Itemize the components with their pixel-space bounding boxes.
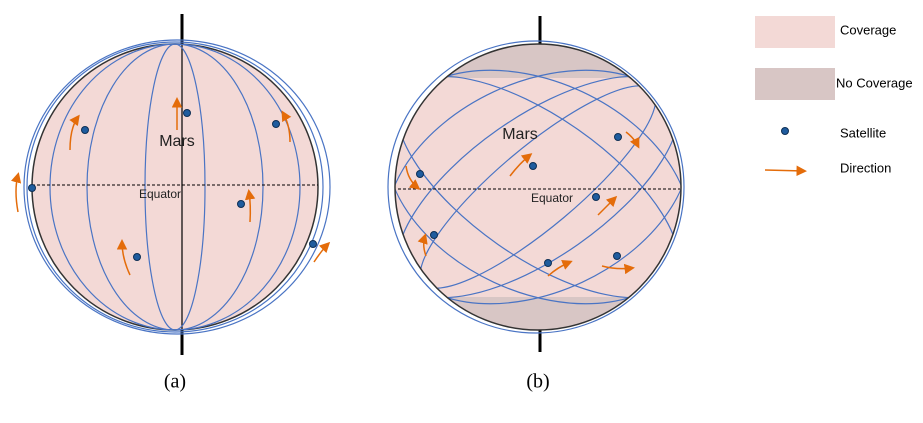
equator-label: Equator (531, 191, 573, 205)
arrow (313, 241, 331, 263)
circle-shape (237, 200, 245, 208)
orbits (23, 39, 331, 335)
legend-label: Direction (840, 160, 891, 175)
direction-arrows (405, 131, 640, 277)
circle-shape (28, 184, 36, 192)
circle-shape (613, 252, 621, 260)
arrow (509, 153, 533, 177)
arrow (281, 110, 292, 143)
caption: (a) (164, 371, 186, 393)
arrow (244, 189, 256, 223)
panel-a: Mars Equator (a) (10, 14, 331, 393)
planet-label: Mars (159, 133, 195, 150)
shape (23, 39, 331, 335)
arrow (417, 233, 428, 257)
planet (395, 44, 681, 330)
shape (395, 69, 681, 305)
arrow (547, 260, 573, 277)
circle-shape (592, 193, 600, 201)
panel-b: Mars Equator (b) (387, 16, 685, 393)
legend-label: No Coverage (836, 75, 913, 90)
legend-label: Coverage (840, 22, 896, 37)
no-coverage-swatch (755, 68, 835, 100)
circle-shape (614, 133, 622, 141)
shape (49, 43, 301, 331)
legend-label: Satellite (840, 125, 886, 140)
caption: (b) (526, 371, 549, 393)
planet-label: Mars (502, 126, 538, 143)
equator-label: Equator (139, 187, 181, 201)
arrow (405, 165, 421, 190)
satellites (416, 133, 622, 267)
satellites (28, 109, 317, 261)
satellite-swatch (781, 127, 789, 135)
arrow (69, 114, 80, 151)
circle-shape (81, 126, 89, 134)
coverage-swatch (755, 16, 835, 48)
shape (26, 41, 324, 333)
circle-shape (430, 231, 438, 239)
circle-shape (133, 253, 141, 261)
arrow (601, 263, 635, 275)
direction-swatch (764, 165, 807, 177)
circle-shape (183, 109, 191, 117)
circle-shape (272, 120, 280, 128)
shape (387, 40, 685, 334)
direction-arrows (10, 97, 331, 276)
arrow (116, 239, 131, 276)
arrow (10, 172, 22, 213)
circle-shape (394, 43, 682, 331)
arrow (597, 195, 618, 216)
circle-shape (529, 162, 537, 170)
circle-shape (544, 259, 552, 267)
legend: Coverage No Coverage Satellite Direction (755, 16, 913, 177)
circle-shape (416, 170, 424, 178)
circle-shape (309, 240, 317, 248)
shape (395, 69, 681, 305)
arrow (625, 131, 640, 149)
no-coverage-cap (395, 44, 681, 78)
